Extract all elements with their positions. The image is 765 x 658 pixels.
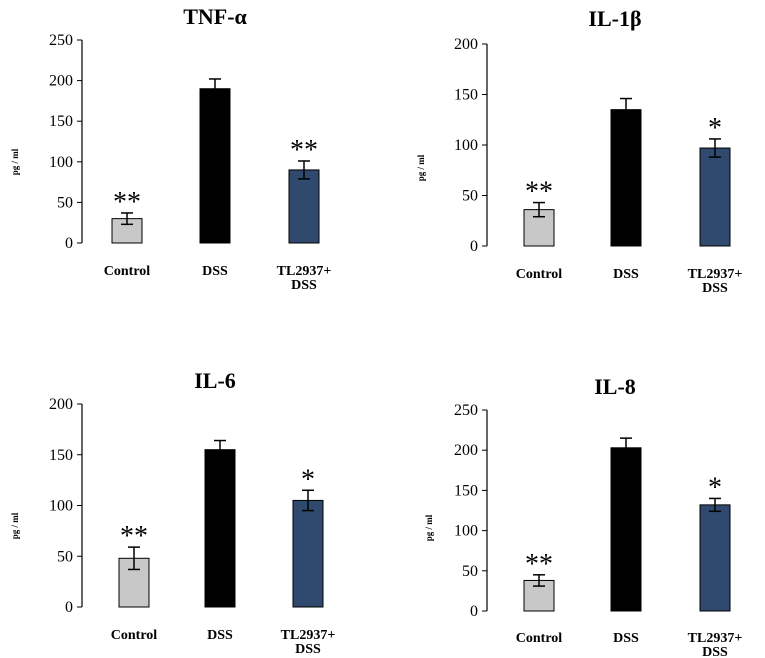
significance-marker: * [708, 472, 722, 503]
chart-title: IL-8 [594, 374, 636, 399]
chart-title: IL-6 [194, 368, 236, 393]
y-tick-label: 100 [49, 154, 73, 171]
y-tick-label: 100 [49, 498, 73, 515]
category-label: Control [516, 631, 563, 646]
y-axis-label: pg / ml [10, 148, 20, 175]
bar-2 [610, 447, 642, 612]
bar-3 [699, 504, 731, 612]
significance-marker: ** [290, 135, 318, 166]
y-tick-label: 200 [49, 396, 73, 413]
y-axis-label: pg / ml [424, 514, 434, 541]
y-axis-label: pg / ml [416, 154, 426, 181]
y-tick-label: 50 [57, 548, 73, 565]
category-label: TL2937+ [281, 628, 336, 643]
category-label: DSS [202, 264, 228, 279]
chart-panel-2: IL-1β pg / ml 0 50 100 150 200 ** Control DSS * TL2… [416, 6, 742, 296]
category-label: TL2937+ [688, 267, 743, 282]
y-tick-label: 50 [462, 188, 478, 205]
y-tick-label: 100 [454, 523, 478, 540]
y-tick-label: 0 [65, 599, 73, 616]
bar-3 [292, 499, 324, 608]
bar-3 [288, 169, 320, 244]
y-tick-label: 150 [49, 447, 73, 464]
chart-title: TNF-α [183, 4, 247, 29]
category-label: DSS [291, 278, 317, 293]
chart-panel-1: TNF-α pg / ml 0 50 100 150 200 250 ** Control DSS *… [10, 4, 331, 293]
y-tick-label: 200 [454, 36, 478, 53]
bar-2 [199, 88, 231, 244]
y-tick-label: 50 [57, 194, 73, 211]
y-tick-label: 0 [65, 235, 73, 252]
y-tick-label: 200 [454, 442, 478, 459]
significance-marker: ** [525, 549, 553, 580]
significance-marker: * [708, 113, 722, 144]
category-label: DSS [702, 645, 728, 658]
y-tick-label: 100 [454, 137, 478, 154]
y-tick-label: 150 [454, 87, 478, 104]
category-label: TL2937+ [277, 264, 332, 279]
y-tick-label: 250 [454, 402, 478, 419]
bar-2 [204, 449, 236, 608]
significance-marker: ** [120, 521, 148, 552]
category-label: DSS [613, 631, 639, 646]
category-label: DSS [702, 281, 728, 296]
category-label: Control [104, 264, 151, 279]
category-label: Control [111, 628, 158, 643]
y-tick-label: 50 [462, 563, 478, 580]
category-label: DSS [207, 628, 233, 643]
category-label: DSS [613, 267, 639, 282]
y-tick-label: 250 [49, 32, 73, 49]
y-tick-label: 150 [454, 482, 478, 499]
significance-marker: ** [525, 177, 553, 208]
y-axis-label: pg / ml [10, 512, 20, 539]
significance-marker: ** [113, 187, 141, 218]
category-label: TL2937+ [688, 631, 743, 646]
chart-panel-3: IL-6 pg / ml 0 50 100 150 200 ** Control DSS * TL29… [10, 368, 335, 657]
chart-panel-4: IL-8 pg / ml 0 50 100 150 200 250 ** Control DSS * T… [424, 374, 742, 658]
y-tick-label: 0 [470, 238, 478, 255]
category-label: DSS [295, 642, 321, 657]
y-tick-label: 150 [49, 113, 73, 130]
y-tick-label: 0 [470, 603, 478, 620]
bar-3 [699, 147, 731, 247]
y-tick-label: 200 [49, 73, 73, 90]
category-label: Control [516, 267, 563, 282]
bar-2 [610, 109, 642, 247]
significance-marker: * [301, 464, 315, 495]
chart-title: IL-1β [588, 6, 641, 31]
